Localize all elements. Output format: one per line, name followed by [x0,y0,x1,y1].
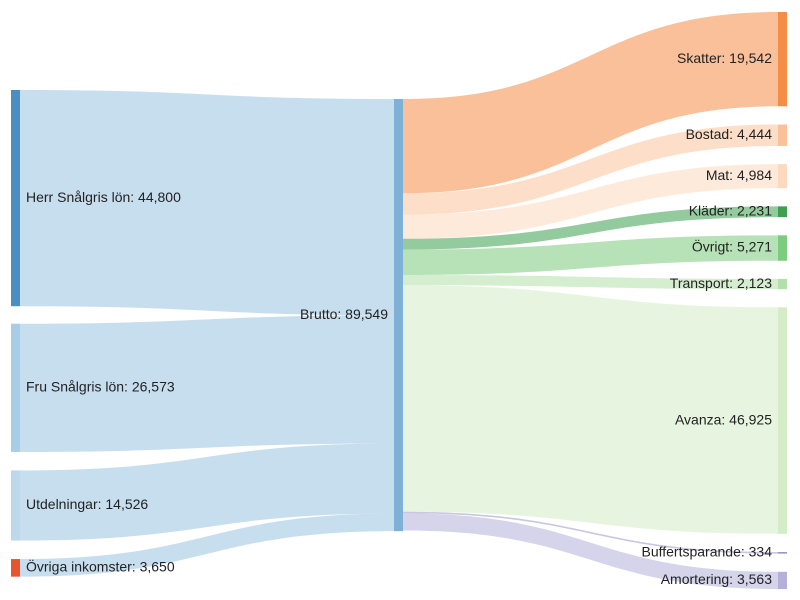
link-brutto-to-klader [403,206,778,250]
node-label-skatter: Skatter: 19,542 [677,50,772,66]
node-label-avanza: Avanza: 46,925 [675,411,772,427]
node-label-ovriga-inkomster: Övriga inkomster: 3,650 [26,558,175,575]
node-skatter [778,12,787,107]
node-ovrigt [778,235,787,261]
node-label-amortering: Amortering: 3,563 [661,571,772,587]
node-bostad [778,124,787,146]
link-brutto-to-avanza [403,285,778,534]
link-fru-snalgris-lon-to-brutto [20,315,394,452]
link-brutto-to-skatter [403,12,778,194]
node-mat [778,164,787,189]
sankey-labels: Herr Snålgris lön: 44,800 Fru Snålgris lö… [26,50,772,587]
link-brutto-to-bostad [403,124,778,215]
node-label-bostad: Bostad: 4,444 [686,126,773,142]
node-amortering [778,571,787,589]
link-brutto-to-transport [403,275,778,290]
node-klader [778,206,787,218]
node-label-utdelningar: Utdelningar: 14,526 [26,496,148,512]
node-fru-snalgris-lon [11,323,20,452]
link-brutto-to-buffertsparande [403,511,778,554]
node-brutto [394,99,403,532]
node-avanza [778,307,787,534]
node-label-herr-snalgris-lon: Herr Snålgris lön: 44,800 [26,189,181,205]
sankey-nodes [11,12,787,589]
node-label-fru-snalgris-lon: Fru Snålgris lön: 26,573 [26,379,175,395]
node-label-brutto: Brutto: 89,549 [300,306,388,322]
link-brutto-to-amortering [403,513,778,589]
node-herr-snalgris-lon [11,90,20,307]
link-herr-snalgris-lon-to-brutto [20,90,394,316]
link-brutto-to-ovrigt [403,235,778,276]
node-utdelningar [11,470,20,541]
node-ovriga-inkomster [11,559,20,577]
node-label-ovrigt: Övrigt: 5,271 [692,238,772,255]
link-brutto-to-mat [403,164,778,239]
node-label-buffertsparande: Buffertsparande: 334 [641,544,772,560]
node-buffertsparande [778,552,787,554]
node-transport [778,278,787,290]
node-label-transport: Transport: 2,123 [670,275,772,291]
link-ovriga-inkomster-to-brutto [20,513,394,577]
node-label-mat: Mat: 4,984 [706,167,772,183]
link-utdelningar-to-brutto [20,443,394,541]
node-label-klader: Kläder: 2,231 [689,202,772,218]
sankey-links [20,12,778,589]
